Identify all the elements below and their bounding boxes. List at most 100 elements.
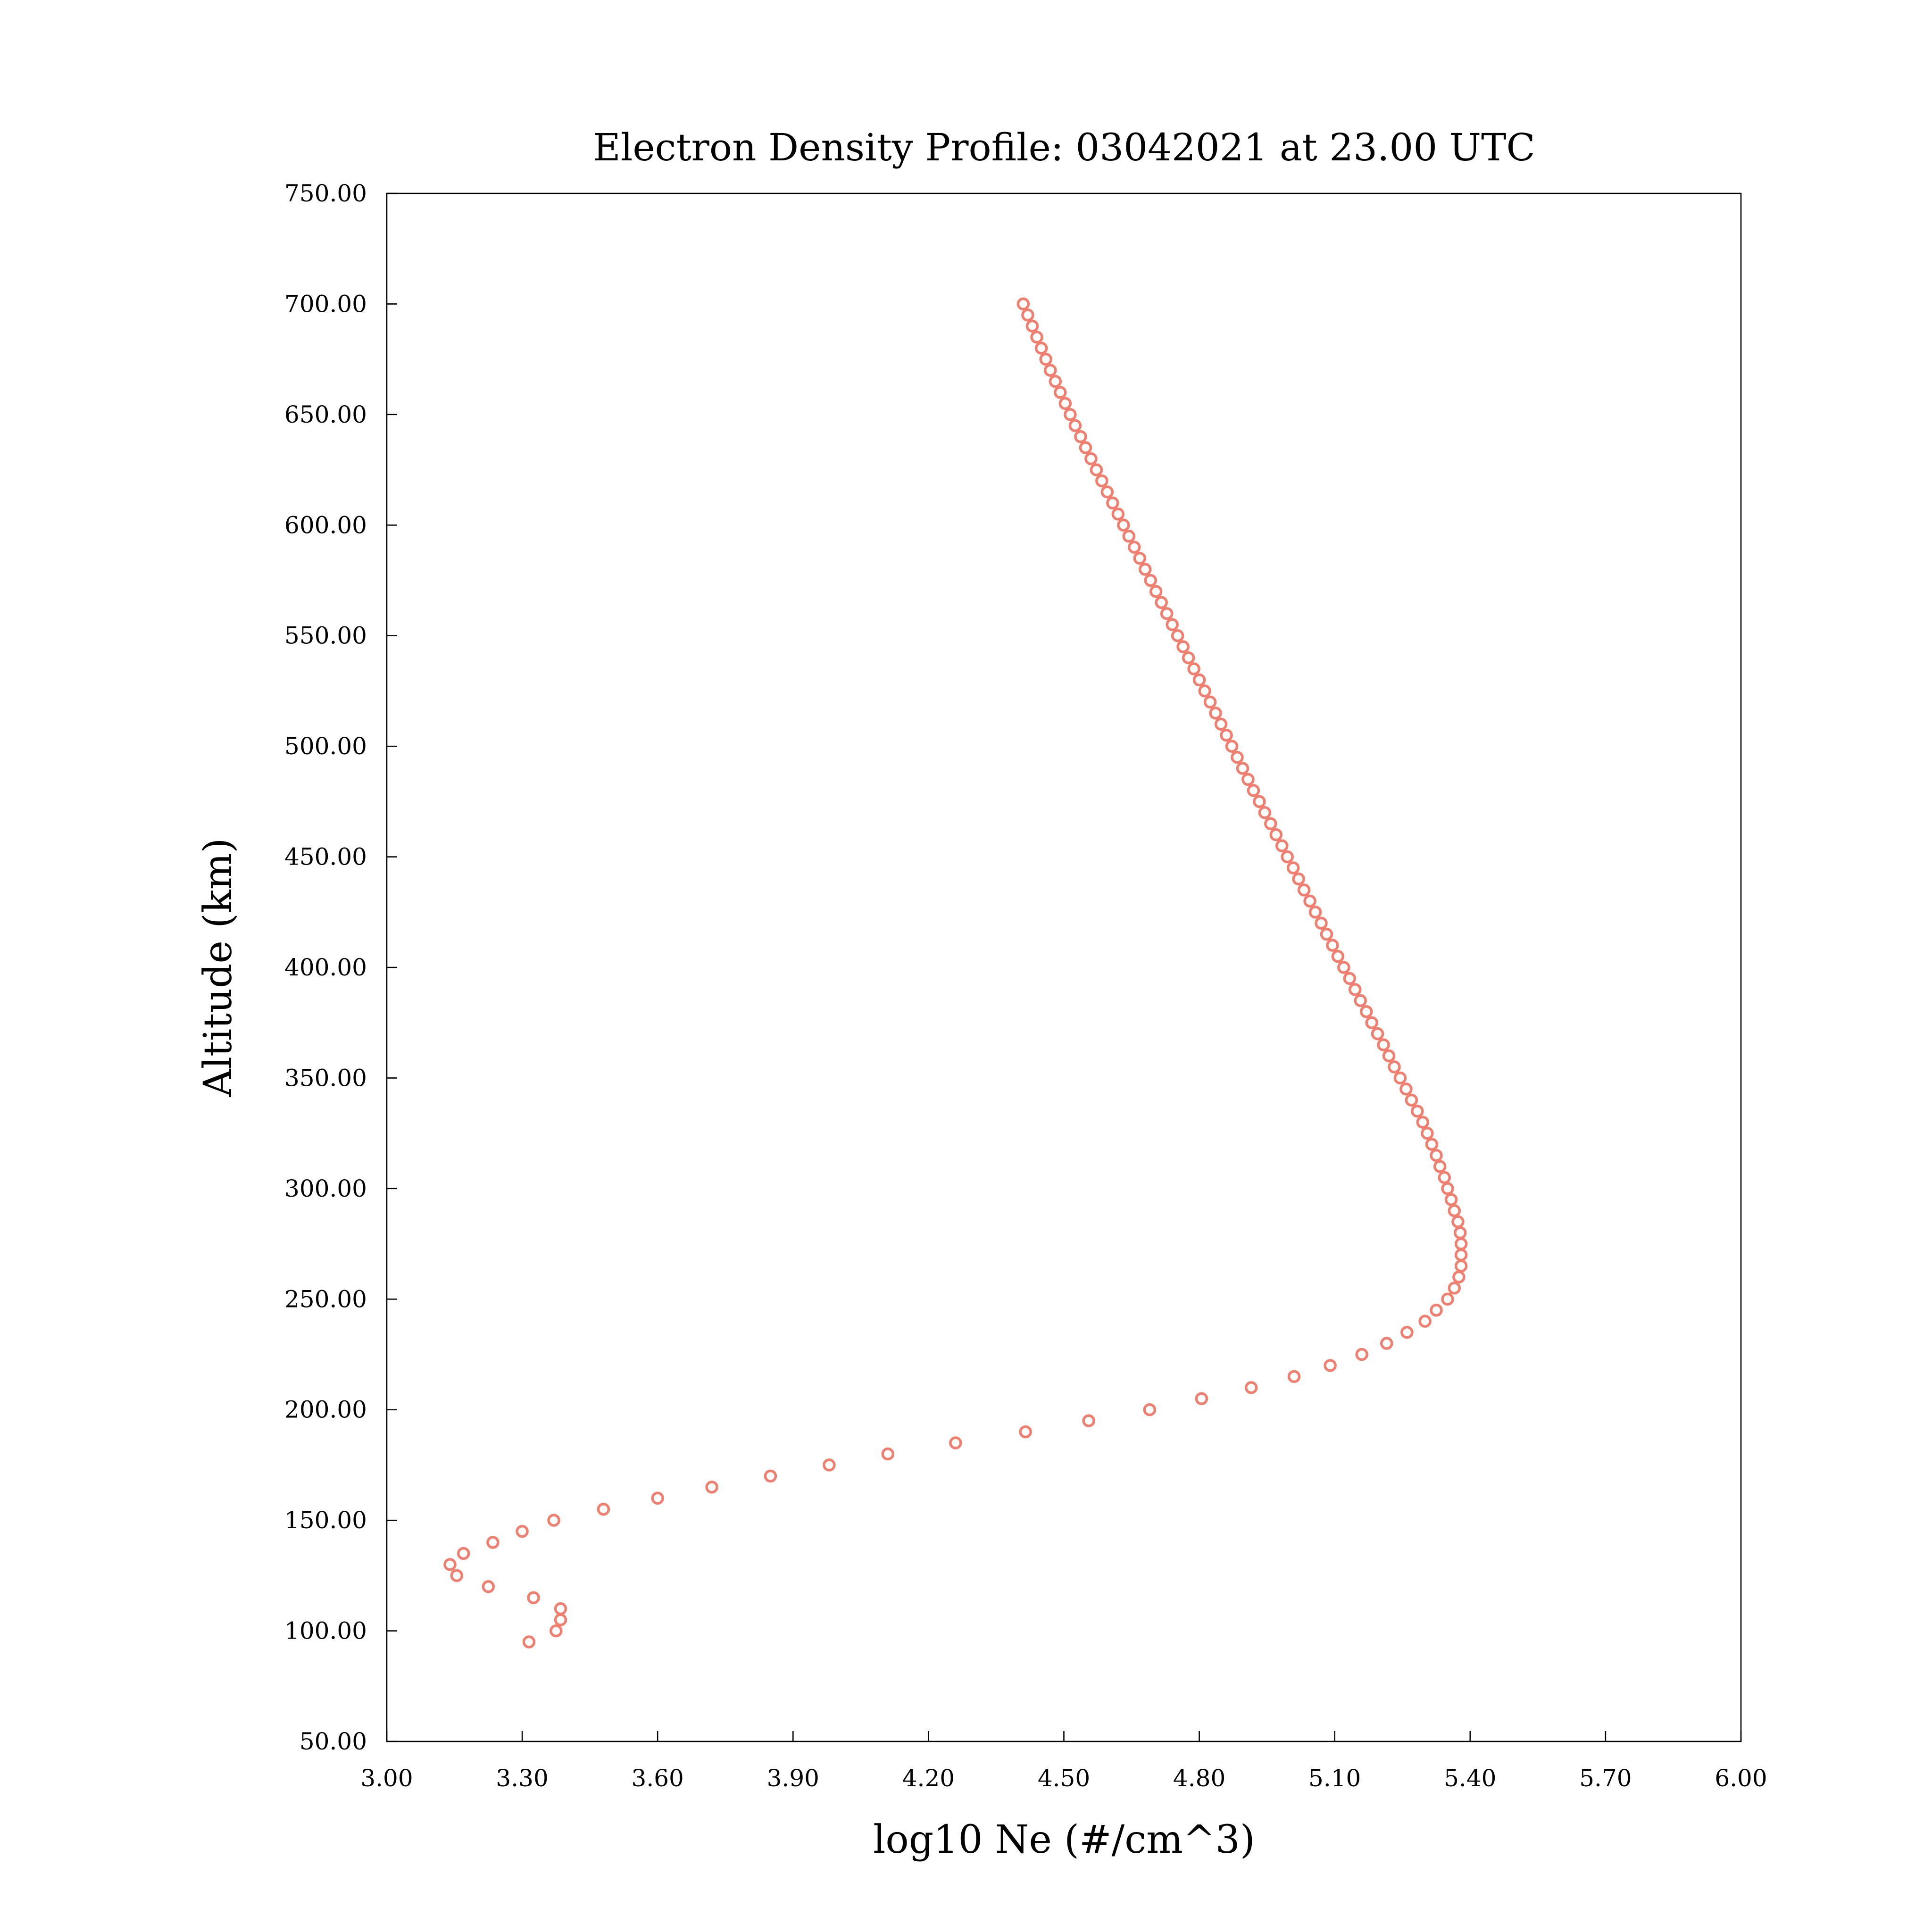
x-tick-label: 3.00 xyxy=(360,1765,413,1792)
data-point xyxy=(1441,1292,1454,1306)
data-point xyxy=(457,1547,470,1560)
x-tick-label: 3.60 xyxy=(632,1765,684,1792)
data-point xyxy=(1054,386,1067,399)
data-point xyxy=(1044,364,1057,377)
data-point xyxy=(1393,1071,1407,1085)
data-point xyxy=(1433,1160,1447,1173)
plot-frame xyxy=(386,192,1742,1742)
x-tick-label: 5.70 xyxy=(1579,1765,1632,1792)
y-tick-label: 200.00 xyxy=(284,1396,367,1424)
data-point xyxy=(1106,496,1119,510)
data-point xyxy=(1377,1038,1390,1051)
data-point xyxy=(881,1447,895,1461)
data-point xyxy=(1058,397,1072,410)
data-point xyxy=(1430,1149,1443,1162)
data-point xyxy=(1405,1093,1418,1107)
data-point xyxy=(1039,352,1052,366)
data-point xyxy=(1171,629,1184,642)
data-point xyxy=(1292,872,1305,886)
data-point xyxy=(1388,1060,1401,1074)
data-point xyxy=(1441,1182,1454,1195)
data-point xyxy=(547,1514,560,1527)
data-point xyxy=(1258,806,1272,819)
y-tick-label: 500.00 xyxy=(284,733,367,760)
data-point xyxy=(1355,1348,1368,1361)
y-tick-label: 550.00 xyxy=(284,622,367,650)
data-point xyxy=(1247,784,1260,797)
x-axis-ticks: 3.00 3.30 3.60 3.90 4.20 4.50 4.80 5.10 5.40 5.70… xyxy=(360,1731,1767,1792)
data-point xyxy=(597,1502,610,1516)
data-point xyxy=(1064,408,1077,421)
data-point xyxy=(1331,949,1345,963)
data-point xyxy=(1090,463,1103,476)
data-point xyxy=(554,1602,567,1616)
y-tick-label: 350.00 xyxy=(284,1064,367,1091)
data-point xyxy=(651,1491,664,1505)
data-point xyxy=(764,1469,777,1483)
data-point xyxy=(1287,1370,1301,1383)
data-point xyxy=(1182,651,1195,665)
data-point xyxy=(1454,1237,1468,1250)
data-point xyxy=(482,1580,495,1593)
data-point xyxy=(1155,596,1168,609)
data-point xyxy=(1454,1259,1468,1273)
data-points xyxy=(443,297,1468,1649)
data-point xyxy=(1198,684,1211,698)
data-point xyxy=(1380,1337,1393,1350)
data-point xyxy=(1418,1315,1432,1328)
data-point xyxy=(1209,707,1222,720)
x-tick-label: 3.30 xyxy=(496,1765,548,1792)
data-point xyxy=(1187,662,1200,675)
data-point xyxy=(1320,927,1333,941)
data-point xyxy=(1122,529,1136,543)
x-axis-label: log10 Ne (#/cm^3) xyxy=(873,1817,1255,1862)
data-point xyxy=(1214,717,1228,731)
data-point xyxy=(1359,1005,1373,1018)
data-point xyxy=(1308,906,1322,919)
y-tick-label: 650.00 xyxy=(284,401,367,428)
x-tick-label: 5.10 xyxy=(1308,1765,1361,1792)
data-point xyxy=(550,1624,563,1638)
x-tick-label: 4.80 xyxy=(1173,1765,1225,1792)
data-point xyxy=(1220,728,1233,742)
y-tick-label: 400.00 xyxy=(284,954,367,981)
data-point xyxy=(1160,607,1174,620)
data-point xyxy=(522,1635,536,1649)
y-tick-label: 250.00 xyxy=(284,1285,367,1313)
data-point xyxy=(1343,972,1357,985)
data-point xyxy=(1430,1303,1443,1317)
data-point xyxy=(1241,773,1255,786)
data-point xyxy=(1025,319,1039,333)
data-point xyxy=(1082,1414,1095,1427)
data-point xyxy=(1016,297,1030,311)
data-point xyxy=(1444,1193,1458,1207)
data-point xyxy=(1326,939,1339,952)
y-axis-ticks: 50.00 100.00 150.00 200.00 250.00 300.00 350.0… xyxy=(284,180,397,1755)
y-tick-label: 750.00 xyxy=(284,180,367,207)
data-point xyxy=(1128,541,1141,554)
data-point xyxy=(516,1524,529,1538)
data-point xyxy=(1354,994,1367,1008)
data-point xyxy=(1084,452,1098,466)
data-point xyxy=(1030,331,1043,344)
data-point xyxy=(1192,673,1206,687)
data-point xyxy=(1236,762,1249,775)
data-point xyxy=(1079,441,1092,454)
data-point xyxy=(1421,1126,1434,1140)
data-point xyxy=(1231,750,1244,764)
data-point xyxy=(1269,828,1283,841)
data-point xyxy=(1452,1270,1466,1284)
data-point xyxy=(1425,1138,1439,1151)
data-point xyxy=(1399,1083,1413,1096)
y-axis-label: Altitude (km) xyxy=(196,838,241,1098)
data-point xyxy=(443,1558,457,1571)
y-tick-label: 100.00 xyxy=(284,1617,367,1645)
x-tick-label: 3.90 xyxy=(767,1765,819,1792)
data-point xyxy=(1297,883,1311,897)
data-point xyxy=(1365,1016,1378,1029)
x-tick-label: 4.20 xyxy=(902,1765,955,1792)
data-point xyxy=(1454,1248,1468,1262)
data-point xyxy=(1144,574,1157,587)
y-tick-label: 450.00 xyxy=(284,843,367,871)
